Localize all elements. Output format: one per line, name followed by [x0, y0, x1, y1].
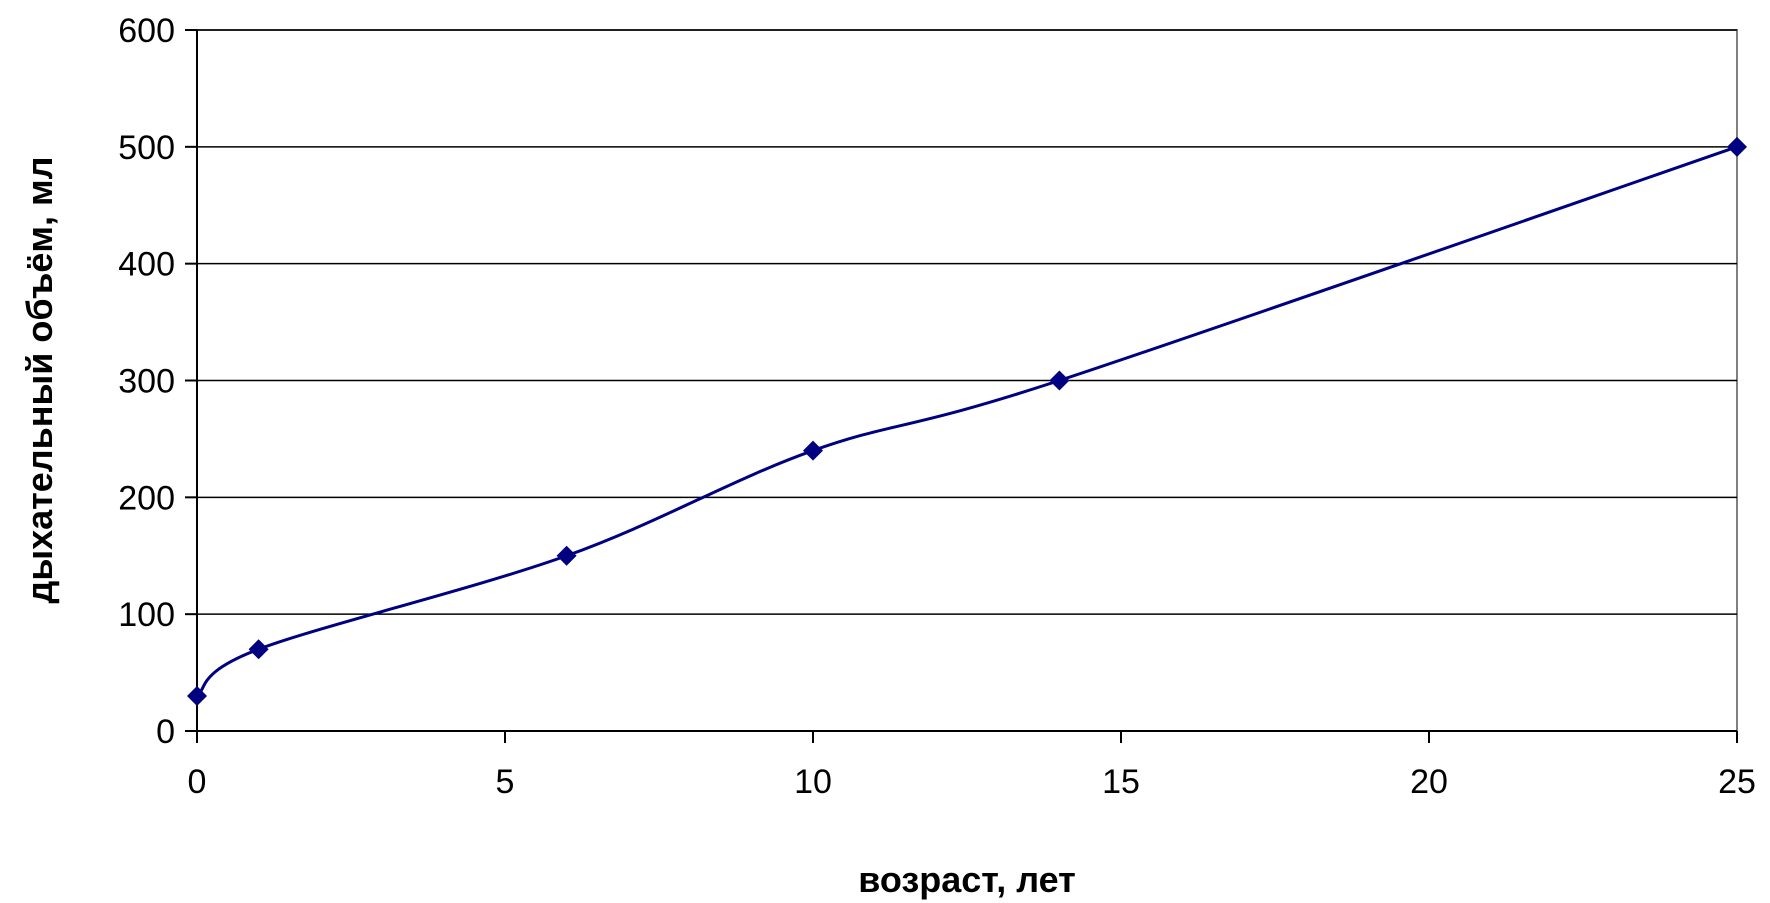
y-tick-label-0: 0 [156, 713, 175, 751]
y-axis-title: дыхательный объём, мл [19, 156, 60, 603]
x-axis-title: возраст, лет [858, 859, 1076, 900]
data-point-0-2 [556, 545, 577, 566]
x-tick-label-5: 25 [1718, 763, 1756, 801]
y-tick-label-4: 400 [118, 246, 175, 284]
y-tick-labels: 0 100 200 300 400 500 600 [118, 12, 175, 751]
y-tick-label-3: 300 [118, 363, 175, 401]
axes [185, 29, 1738, 743]
data-point-0-5 [1727, 136, 1747, 157]
y-tick-label-1: 100 [118, 596, 175, 634]
x-tick-label-4: 20 [1410, 763, 1448, 801]
x-tick-label-2: 10 [794, 763, 832, 801]
y-tick-label-2: 200 [118, 479, 175, 517]
grid-lines [197, 29, 1737, 615]
data-point-0-1 [248, 639, 269, 660]
x-tick-label-1: 5 [496, 763, 515, 801]
x-tick-label-3: 15 [1102, 763, 1140, 801]
y-tick-label-6: 600 [118, 12, 175, 50]
series-lines [195, 145, 1738, 698]
data-point-0-4 [1049, 370, 1070, 391]
data-point-0-0 [187, 685, 207, 706]
y-tick-label-5: 500 [118, 129, 175, 167]
series-markers [187, 136, 1747, 706]
series-line-0 [195, 145, 1738, 698]
x-tick-label-0: 0 [188, 763, 207, 801]
x-tick-labels: 0 5 10 15 20 25 [188, 763, 1756, 801]
data-point-0-3 [803, 440, 823, 461]
